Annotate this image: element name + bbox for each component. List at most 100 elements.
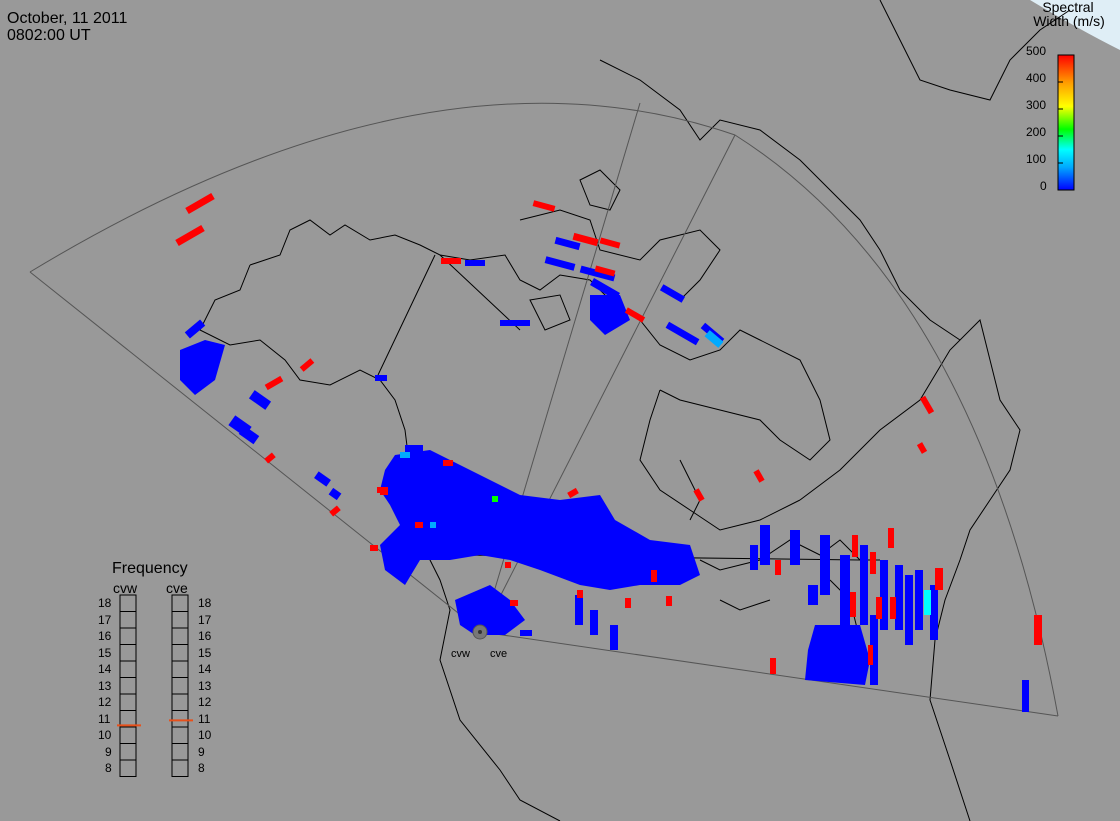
scatter-cell xyxy=(594,265,616,277)
scatter-cell xyxy=(808,585,818,605)
scatter-cell xyxy=(870,615,878,685)
scatter-cell xyxy=(415,522,423,528)
scatter-cell xyxy=(577,590,583,598)
scatter-cell xyxy=(238,425,260,445)
scatter-cell xyxy=(935,568,943,590)
radar-site-dot xyxy=(478,630,482,634)
frequency-scale-label: 13 xyxy=(198,678,212,693)
frequency-columns xyxy=(117,594,193,777)
scatter-cell xyxy=(840,555,850,625)
colorbar-title-line1: Spectral xyxy=(1042,0,1094,15)
frequency-radar-label: cve xyxy=(166,580,188,596)
scatter-cell xyxy=(579,265,616,282)
scatter-cell xyxy=(775,560,781,575)
scatter-region xyxy=(180,340,225,395)
scatter-cell xyxy=(916,442,928,454)
scatter-cell xyxy=(666,596,672,606)
scatter-cell xyxy=(370,545,378,551)
scatter-cell xyxy=(704,330,724,348)
frequency-scale-label: 11 xyxy=(198,711,211,726)
scatter-cell xyxy=(659,284,686,303)
frequency-radar-label: cvw xyxy=(113,580,138,596)
scatter-cell xyxy=(380,487,388,495)
scatter-cell xyxy=(790,530,800,565)
scatter-cell xyxy=(441,258,461,264)
frequency-scale-label: 14 xyxy=(198,662,212,676)
colorbar-tick: 300 xyxy=(1026,98,1047,112)
scatter-cell xyxy=(430,522,436,528)
scatter-cell xyxy=(248,390,272,410)
scatter-cell xyxy=(510,600,518,606)
scatter-cell xyxy=(1022,680,1029,712)
scatter-cell xyxy=(264,452,276,464)
terminator-shading xyxy=(1030,0,1120,50)
scatter-cell xyxy=(693,488,705,502)
scatter-cell xyxy=(554,236,581,251)
scatter-cell xyxy=(930,585,938,640)
scatter-cell xyxy=(544,256,576,271)
scatter-cell xyxy=(314,471,331,487)
scatter-cell xyxy=(651,570,657,582)
frequency-scale-label: 11 xyxy=(98,711,111,726)
scatter-cell xyxy=(610,625,618,650)
radar-site-label: cve xyxy=(490,648,508,660)
scatter-cell xyxy=(328,487,342,501)
scatter-cell xyxy=(770,658,776,674)
scatter-cell xyxy=(750,545,758,570)
frequency-scale-label: 18 xyxy=(198,596,212,610)
scatter-cell xyxy=(870,552,876,574)
frequency-scale-label: 9 xyxy=(105,744,112,759)
frequency-scale-label: 17 xyxy=(198,612,212,627)
scatter-cell xyxy=(505,562,511,568)
frequency-scale-label: 8 xyxy=(198,761,205,775)
frequency-scale-label: 16 xyxy=(198,629,212,643)
scatter-cell xyxy=(492,496,498,502)
frequency-scale-label: 15 xyxy=(98,645,112,660)
scatter-cell xyxy=(185,192,215,215)
scatter-cell xyxy=(860,545,868,625)
scatter-cell xyxy=(919,395,935,415)
frequency-scale-label: 17 xyxy=(98,612,112,627)
date-label: October, 11 2011 xyxy=(7,10,128,27)
scatter-cell xyxy=(753,469,765,483)
time-label: 0802:00 UT xyxy=(7,27,91,44)
scatter-cell xyxy=(443,460,453,466)
frequency-scale-label: 12 xyxy=(98,695,112,709)
scatter-cell xyxy=(590,610,598,635)
colorbar-tick: 400 xyxy=(1026,71,1047,85)
scatter-cell xyxy=(405,445,423,453)
scatter-cell xyxy=(880,560,888,630)
scatter-cell xyxy=(852,535,858,557)
frequency-scale-label: 8 xyxy=(105,761,112,775)
scatter-cell xyxy=(895,565,903,630)
scatter-cell xyxy=(760,525,770,565)
frequency-scale-label: 10 xyxy=(98,728,112,742)
scatter-cell xyxy=(465,260,485,266)
colorbar-title-line2: Width (m/s) xyxy=(1033,13,1105,29)
frequency-scale-label: 16 xyxy=(98,629,112,643)
frequency-scale-label: 9 xyxy=(198,744,205,759)
frequency-cell xyxy=(171,759,189,777)
scatter-cell xyxy=(1034,615,1042,645)
frequency-scale-label: 13 xyxy=(98,678,112,693)
frequency-cell xyxy=(119,759,137,777)
scatter-cell xyxy=(599,237,621,249)
colorbar-tick: 100 xyxy=(1026,152,1047,166)
scatter-cell xyxy=(624,307,646,323)
colorbar-tick: 200 xyxy=(1026,125,1047,139)
frequency-title: Frequency xyxy=(112,560,188,577)
scatter-cell xyxy=(876,597,882,619)
scatter-cell xyxy=(567,487,579,499)
scatter-cell xyxy=(299,358,315,372)
scatter-cell xyxy=(590,278,620,300)
colorbar-tick: 500 xyxy=(1026,44,1047,58)
scatter-cell xyxy=(500,320,530,326)
scatter-cell xyxy=(520,630,532,636)
colorbar-tick: 0 xyxy=(1040,179,1047,193)
radar-site-label: cvw xyxy=(451,648,470,660)
scatter-cell xyxy=(575,595,583,625)
scatter-cell xyxy=(868,645,873,665)
frequency-scale-label: 18 xyxy=(98,596,112,610)
scatter-cell xyxy=(915,570,923,630)
